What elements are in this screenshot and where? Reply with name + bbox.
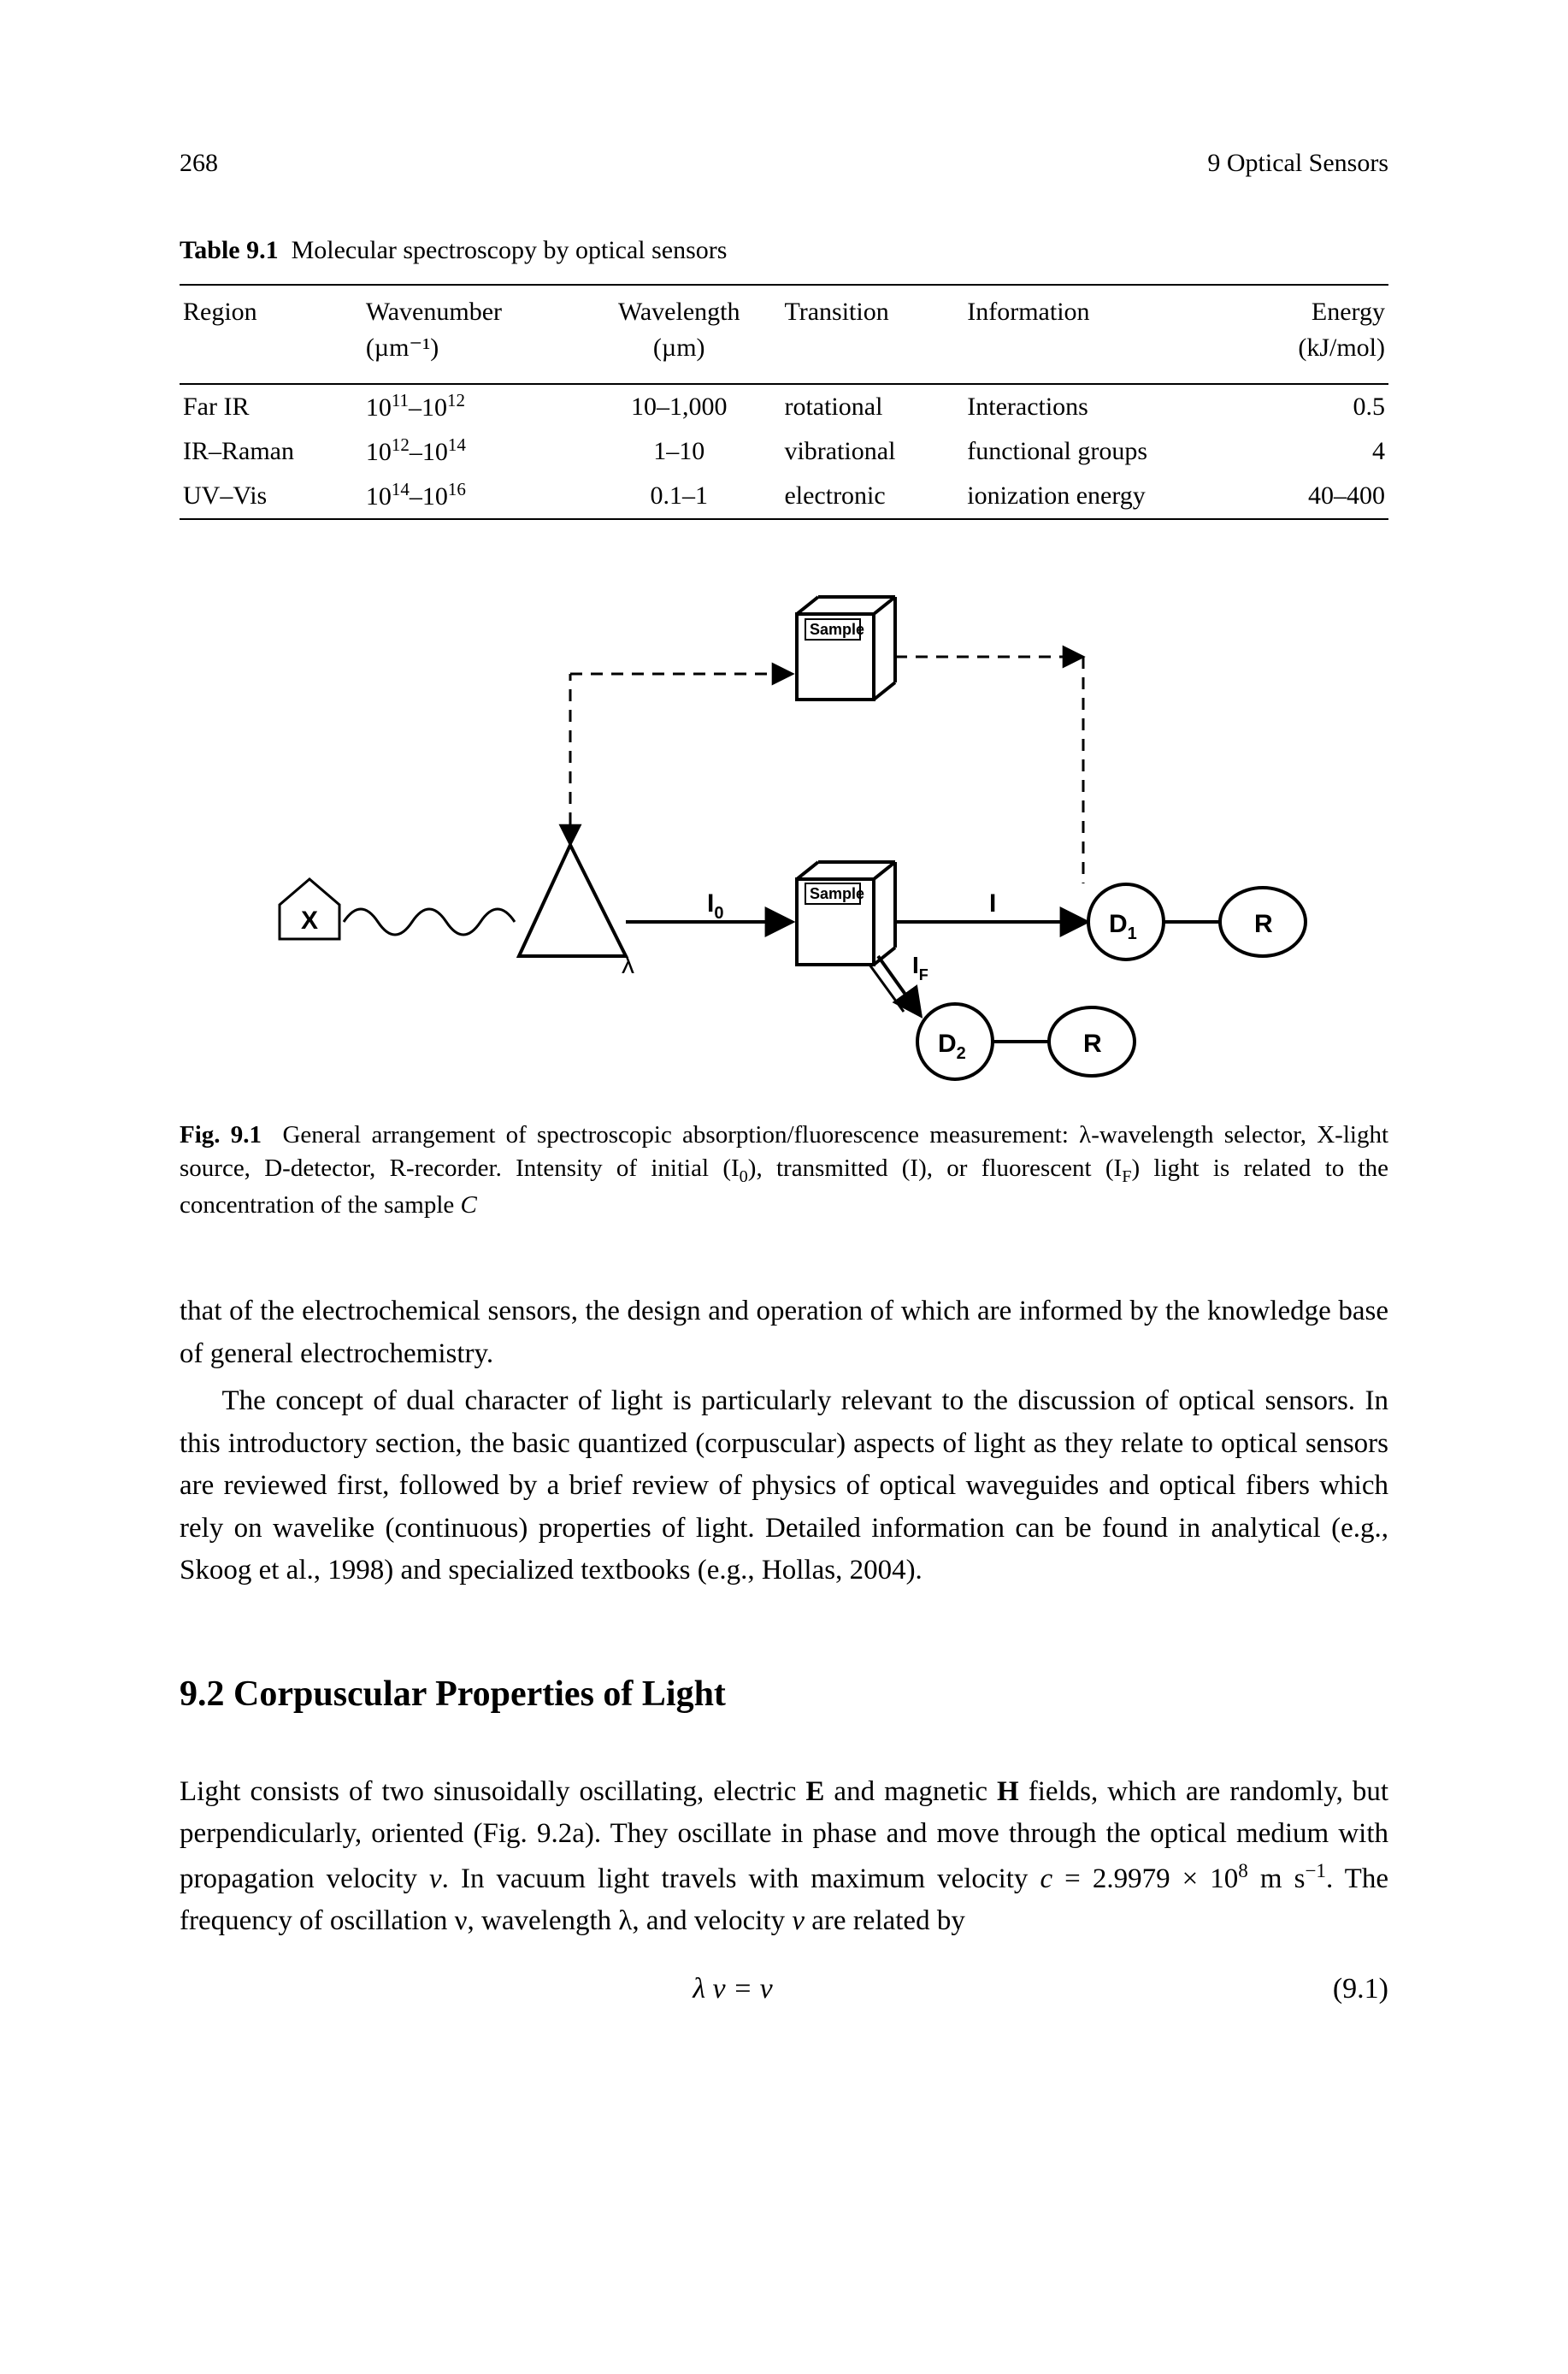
figure-label: Fig. 9.1 <box>180 1121 262 1149</box>
paragraph: Light consists of two sinusoidally oscil… <box>180 1771 1388 1943</box>
equation-line: λ ν = v (9.1) <box>180 1969 1388 2010</box>
col-wavelength: Wavelength (µm) <box>582 285 781 384</box>
spectroscopy-diagram: X λ I0 Sample <box>245 563 1323 1093</box>
section-heading: 9.2 Corpuscular Properties of Light <box>180 1669 1388 1720</box>
equation: λ ν = v <box>180 1969 1286 2010</box>
wavenumber-cell: 1014–1016 <box>363 474 582 519</box>
figure-9-1: X λ I0 Sample <box>180 563 1388 1093</box>
svg-text:Sample: Sample <box>810 621 864 638</box>
page: 268 9 Optical Sensors Table 9.1 Molecula… <box>0 0 1568 2374</box>
wave-icon <box>344 909 515 935</box>
recorder-2-icon: R <box>1049 1007 1135 1076</box>
chapter-title: 9 Optical Sensors <box>1207 145 1388 181</box>
figure-caption: Fig. 9.1 General arrangement of spectros… <box>180 1119 1388 1222</box>
page-number: 268 <box>180 145 218 181</box>
wavenumber-cell: 1011–1012 <box>363 384 582 429</box>
paragraph: The concept of dual character of light i… <box>180 1380 1388 1592</box>
svg-text:I0: I0 <box>707 889 723 923</box>
col-information: Information <box>964 285 1249 384</box>
table-row: UV–Vis 1014–1016 0.1–1 electronic ioniza… <box>180 474 1388 519</box>
svg-text:IF: IF <box>912 952 928 983</box>
table-row: IR–Raman 1012–1014 1–10 vibrational func… <box>180 429 1388 474</box>
table-caption: Table 9.1 Molecular spectroscopy by opti… <box>180 233 1388 269</box>
svg-text:X: X <box>301 906 318 935</box>
table-label: Table 9.1 <box>180 236 279 264</box>
svg-text:λ: λ <box>622 951 634 979</box>
svg-text:R: R <box>1083 1030 1102 1058</box>
svg-text:I: I <box>989 889 996 918</box>
wavelength-selector-icon: λ <box>519 845 634 979</box>
recorder-1-icon: R <box>1220 888 1306 956</box>
svg-text:R: R <box>1254 910 1273 938</box>
col-wavenumber: Wavenumber (µm⁻¹) <box>363 285 582 384</box>
col-energy: Energy (kJ/mol) <box>1249 285 1388 384</box>
table-title: Molecular spectroscopy by optical sensor… <box>292 236 728 264</box>
wavenumber-cell: 1012–1014 <box>363 429 582 474</box>
col-transition: Transition <box>781 285 964 384</box>
running-head: 268 9 Optical Sensors <box>180 145 1388 181</box>
detector-2-icon: D2 <box>917 1004 993 1079</box>
col-region: Region <box>180 285 363 384</box>
table-row: Far IR 1011–1012 10–1,000 rotational Int… <box>180 384 1388 429</box>
reference-path-icon: Sample <box>570 597 1083 883</box>
equation-number: (9.1) <box>1286 1969 1388 2010</box>
sample-lower-icon: Sample <box>797 862 895 965</box>
spectroscopy-table: Region Wavenumber (µm⁻¹) Wavelength (µm)… <box>180 284 1388 520</box>
paragraph: that of the electrochemical sensors, the… <box>180 1290 1388 1375</box>
beam-fluorescence-aux <box>869 965 904 1012</box>
light-source-icon: X <box>280 879 339 939</box>
svg-text:Sample: Sample <box>810 885 864 902</box>
detector-1-icon: D1 <box>1088 884 1164 960</box>
